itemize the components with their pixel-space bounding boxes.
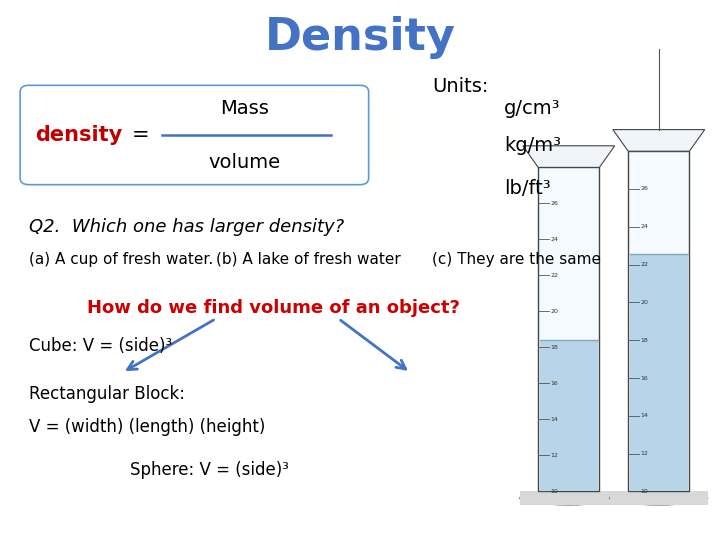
- Bar: [629, 254, 688, 491]
- Text: 16: 16: [551, 381, 558, 386]
- Text: Density: Density: [264, 16, 456, 59]
- Text: density: density: [35, 125, 123, 145]
- Text: V = (width) (length) (height): V = (width) (length) (height): [29, 417, 265, 436]
- Text: lb/ft³: lb/ft³: [504, 179, 551, 199]
- Text: kg/m³: kg/m³: [504, 136, 561, 156]
- Polygon shape: [613, 130, 705, 151]
- Text: 26: 26: [641, 186, 648, 192]
- Bar: [628, 151, 690, 491]
- Text: 20: 20: [551, 309, 558, 314]
- Text: volume: volume: [209, 152, 281, 172]
- Text: Rectangular Block:: Rectangular Block:: [29, 385, 185, 403]
- Text: =: =: [132, 125, 149, 145]
- Text: Q2.  Which one has larger density?: Q2. Which one has larger density?: [29, 218, 344, 236]
- Bar: [540, 340, 598, 491]
- Text: (c) They are the same: (c) They are the same: [432, 252, 601, 267]
- Text: 10: 10: [641, 489, 648, 494]
- FancyBboxPatch shape: [20, 85, 369, 185]
- Text: 16: 16: [641, 375, 648, 381]
- Text: 12: 12: [641, 451, 648, 456]
- Text: 24: 24: [551, 237, 559, 242]
- Bar: [539, 167, 599, 491]
- Text: (a) A cup of fresh water.: (a) A cup of fresh water.: [29, 252, 213, 267]
- Text: 22: 22: [551, 273, 559, 278]
- Text: 18: 18: [551, 345, 558, 350]
- Ellipse shape: [520, 491, 618, 505]
- Text: 12: 12: [551, 453, 558, 458]
- Text: Mass: Mass: [220, 98, 269, 118]
- Text: Cube: V = (side)³: Cube: V = (side)³: [29, 336, 172, 355]
- Text: 24: 24: [641, 224, 649, 230]
- Text: 14: 14: [641, 413, 648, 418]
- Text: 26: 26: [551, 201, 558, 206]
- Text: (b) A lake of fresh water: (b) A lake of fresh water: [216, 252, 401, 267]
- Text: 18: 18: [641, 338, 648, 343]
- Text: 22: 22: [641, 262, 649, 267]
- Bar: [520, 491, 618, 505]
- Ellipse shape: [610, 491, 708, 505]
- Bar: [610, 491, 708, 505]
- Polygon shape: [523, 146, 615, 167]
- Text: g/cm³: g/cm³: [504, 98, 560, 118]
- Text: How do we find volume of an object?: How do we find volume of an object?: [87, 299, 460, 317]
- Text: 20: 20: [641, 300, 648, 305]
- Text: 14: 14: [551, 417, 558, 422]
- Text: 10: 10: [551, 489, 558, 494]
- Text: Sphere: V = (side)³: Sphere: V = (side)³: [130, 461, 289, 479]
- Text: Units:: Units:: [432, 77, 488, 96]
